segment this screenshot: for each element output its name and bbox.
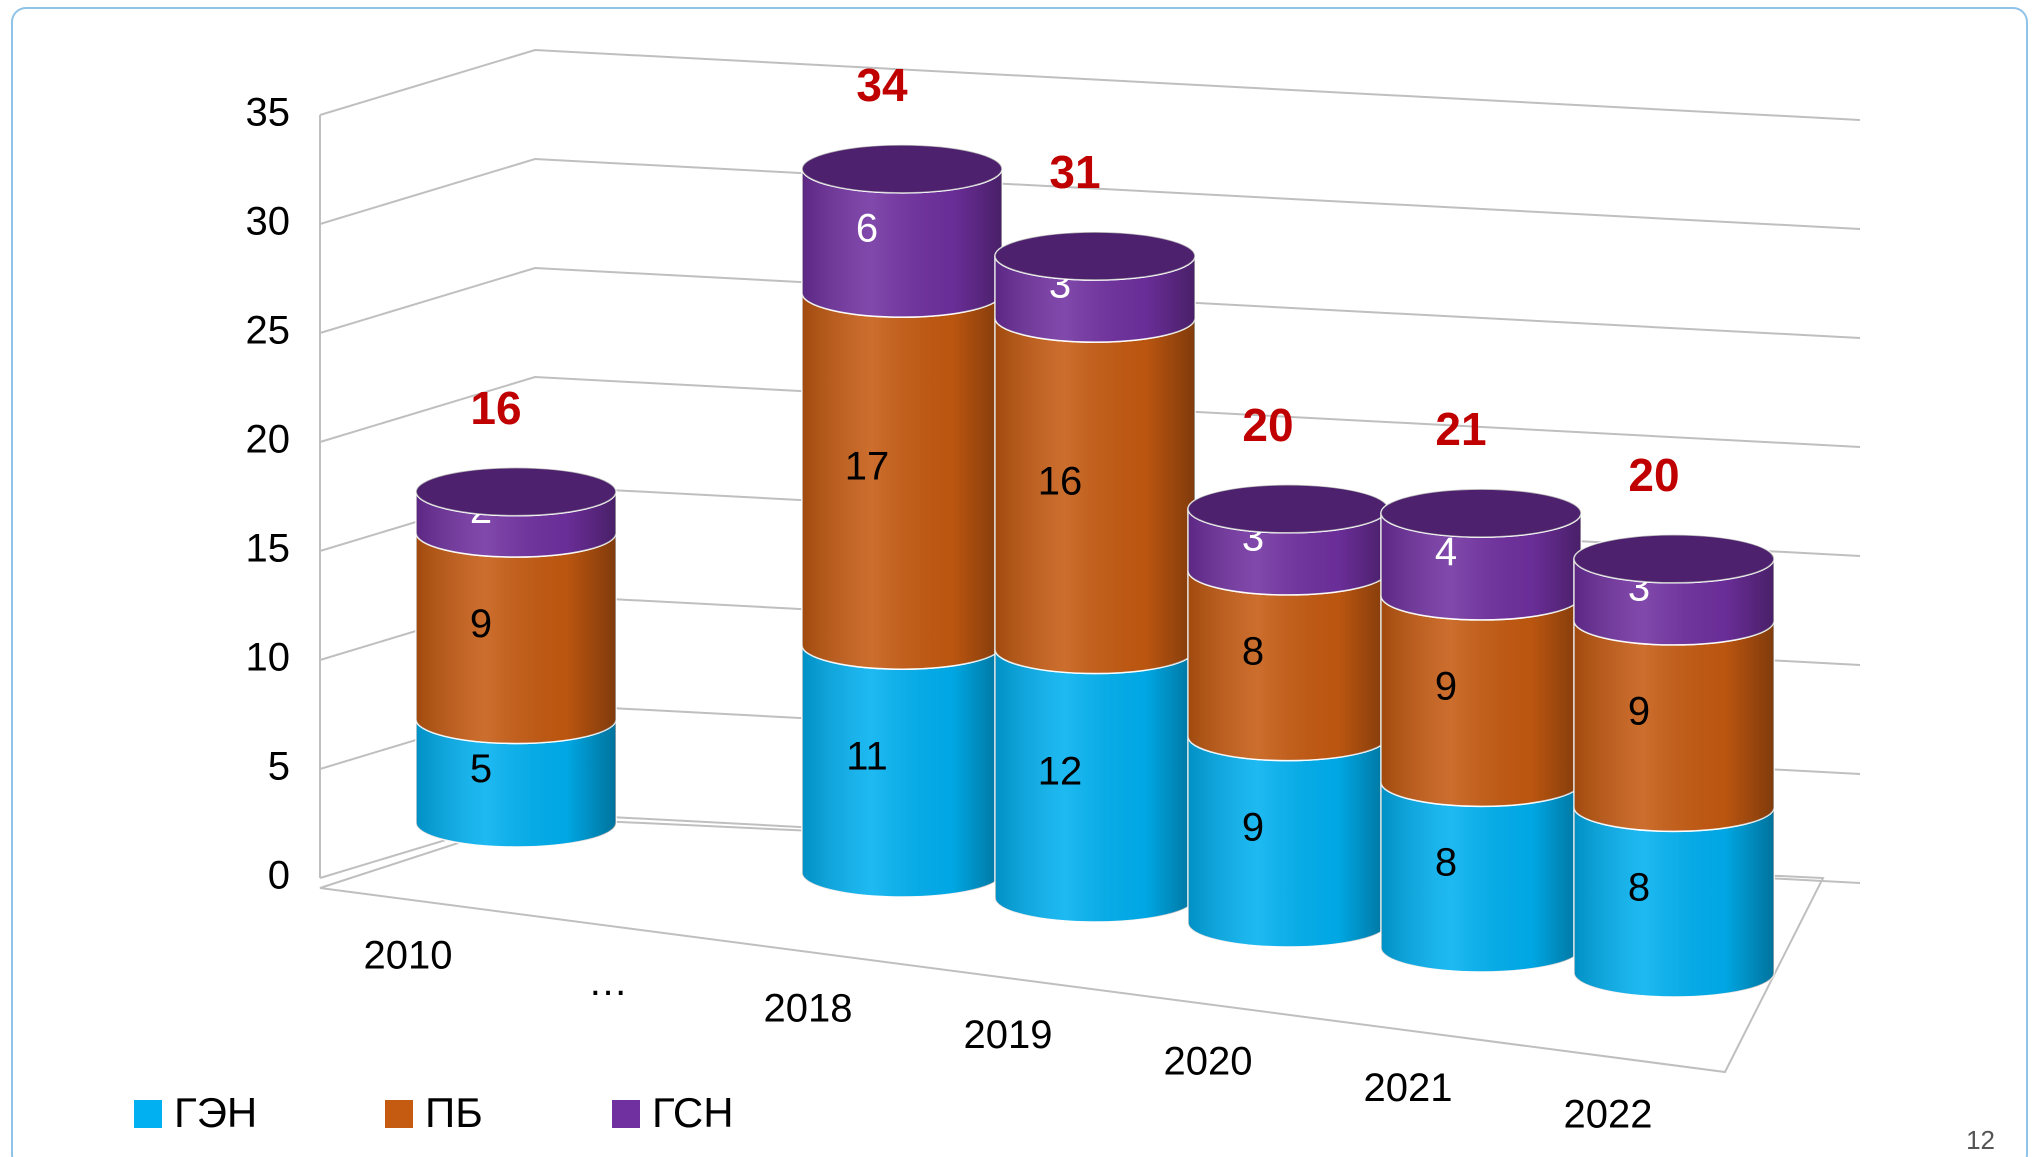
bar-shade <box>802 293 1002 670</box>
bar-shade <box>416 719 616 847</box>
bar-top-shade <box>995 231 1195 280</box>
segment-label: 8 <box>1628 866 1650 910</box>
x-tick-label: 2020 <box>1164 1040 1253 1084</box>
y-tick-label: 10 <box>246 636 291 680</box>
y-tick-label: 25 <box>246 309 291 353</box>
bar-top-shade <box>1574 534 1774 583</box>
frame <box>11 7 2028 1157</box>
bar-shade <box>1381 782 1581 972</box>
bar-top-shade <box>802 144 1002 193</box>
y-tick-label: 0 <box>268 854 290 898</box>
segment-label: 8 <box>1242 629 1264 673</box>
segment-label: 12 <box>1038 749 1083 793</box>
segment-label: 6 <box>856 207 878 251</box>
legend-swatch <box>612 1100 640 1128</box>
segment-label: 16 <box>1038 459 1083 503</box>
legend-label: ПБ <box>425 1089 483 1136</box>
segment-label: 9 <box>1435 665 1457 709</box>
bar-shade <box>1574 807 1774 997</box>
bar-top <box>994 231 1196 281</box>
segment-label: 4 <box>1435 530 1457 574</box>
bar-top-shade <box>1188 484 1388 533</box>
bar-shade <box>1381 595 1581 807</box>
legend-swatch <box>385 1100 413 1128</box>
segment-label: 17 <box>845 445 890 489</box>
total-label: 20 <box>1628 449 1679 501</box>
x-tick-label: 2021 <box>1364 1066 1453 1110</box>
bar-top-shade <box>1381 489 1581 538</box>
bar-shade <box>995 649 1195 922</box>
y-tick-label: 20 <box>246 418 291 462</box>
legend-label: ГСН <box>652 1089 734 1136</box>
x-tick-label: 2019 <box>964 1013 1053 1057</box>
page-number: 12 <box>1966 1125 1995 1155</box>
y-tick-label: 30 <box>246 200 291 244</box>
bar-shade <box>1381 513 1581 620</box>
segment-label: 9 <box>1242 805 1264 849</box>
x-tick-label: 2018 <box>764 987 853 1031</box>
bar-shade <box>1188 736 1388 947</box>
grid-line <box>319 266 1861 339</box>
total-label: 31 <box>1049 146 1100 198</box>
y-tick-label: 15 <box>246 527 291 571</box>
segment-label: 8 <box>1435 841 1457 885</box>
total-label: 34 <box>856 59 908 111</box>
segment-label: 5 <box>470 747 492 791</box>
legend-label: ГЭН <box>174 1089 257 1136</box>
total-label: 21 <box>1435 403 1486 455</box>
total-label: 16 <box>470 382 521 434</box>
bar-shade <box>1574 620 1774 832</box>
bar-top <box>1573 534 1775 584</box>
bar-shade <box>416 533 616 744</box>
grid-line <box>319 375 1861 448</box>
bar-top <box>415 466 617 517</box>
total-label: 20 <box>1242 399 1293 451</box>
x-tick-label: 2022 <box>1564 1093 1653 1137</box>
x-tick-label: 2010 <box>364 934 453 978</box>
bar-top <box>801 144 1003 194</box>
bar-top <box>1380 488 1582 538</box>
y-tick-label: 5 <box>268 745 290 789</box>
grid-line <box>319 157 1861 230</box>
bar-shade <box>802 645 1002 897</box>
bar-shade <box>1188 570 1388 761</box>
bar-shade <box>995 318 1195 674</box>
legend-swatch <box>134 1100 162 1128</box>
x-tick-label: … <box>588 960 628 1004</box>
bar-shade <box>802 168 1002 318</box>
segment-label: 9 <box>1628 690 1650 734</box>
segment-label: 11 <box>846 735 888 779</box>
bar-top-shade <box>416 467 616 516</box>
bar-shade <box>416 491 616 558</box>
segment-label: 9 <box>470 602 492 646</box>
y-tick-label: 35 <box>246 91 291 135</box>
grid-line <box>319 48 1861 121</box>
